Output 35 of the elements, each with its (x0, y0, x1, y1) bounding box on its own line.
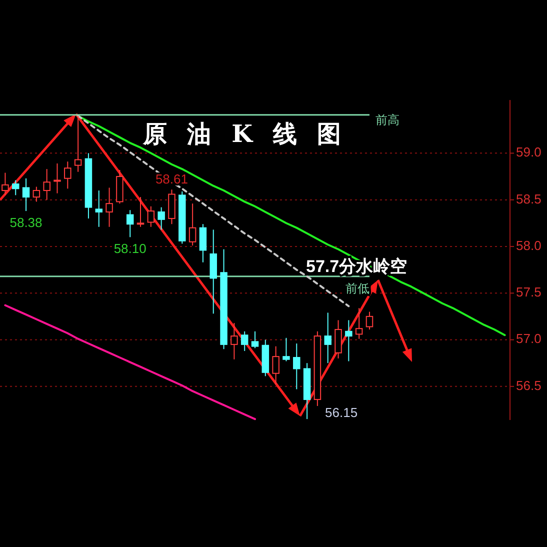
candlestick (126, 210, 134, 238)
candlestick (95, 190, 102, 228)
candlestick (230, 322, 238, 360)
candlestick (210, 229, 217, 314)
ref-line-label: 前高 (375, 113, 400, 128)
candlestick (272, 346, 280, 386)
text: 原 油 K 线 图 (142, 119, 348, 148)
candlestick (199, 224, 207, 263)
y-tick-label: 58.0 (516, 238, 542, 253)
candlestick (84, 152, 92, 219)
candlestick (74, 115, 82, 172)
y-tick-label: 56.5 (516, 378, 542, 393)
line-series (77, 114, 506, 336)
candlestick (303, 362, 311, 420)
text: 56.15 (325, 405, 358, 420)
candlestick (64, 161, 72, 190)
y-tick-label: 59.0 (516, 144, 542, 160)
candlestick (43, 168, 50, 200)
candlestick (345, 320, 352, 362)
y-tick-label: 57.0 (516, 331, 542, 346)
ref-line-label: 前低 (345, 282, 370, 296)
candlestick (106, 187, 113, 228)
text: 58.10 (114, 241, 146, 256)
candlestick (136, 196, 144, 228)
y-tick-label: 58.5 (516, 191, 542, 206)
candlestick (293, 343, 300, 390)
candlestick (12, 180, 20, 196)
candlestick (324, 312, 332, 364)
text: 58.38 (10, 215, 42, 230)
candlestick (334, 320, 342, 359)
y-tick-label: 57.5 (516, 284, 542, 300)
candlestick (54, 162, 61, 194)
candlestick (355, 308, 363, 340)
candlestick (22, 178, 30, 212)
line-series (4, 304, 256, 420)
